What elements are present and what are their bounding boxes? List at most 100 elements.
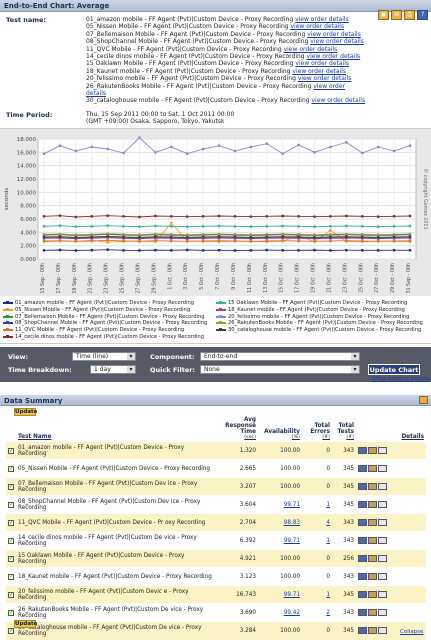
table-icon[interactable] (378, 519, 387, 526)
col-tests[interactable]: Total Tests (#) (337, 423, 354, 440)
errors-cell[interactable]: 1 (302, 495, 332, 514)
table-icon[interactable] (378, 555, 387, 562)
collapse-link[interactable]: Collapse (400, 629, 424, 635)
print-icon[interactable]: ⎙ (404, 10, 415, 20)
table-icon[interactable] (378, 447, 387, 454)
email-icon[interactable]: ✉ (391, 10, 402, 20)
view-order-details-link[interactable]: view order details (307, 30, 361, 38)
edit-icon[interactable] (368, 447, 377, 454)
table-icon[interactable] (378, 627, 387, 635)
view-order-details-link[interactable]: view order details (310, 38, 364, 46)
chart-icon[interactable] (358, 609, 367, 616)
edit-icon[interactable] (368, 537, 377, 544)
chart-icon[interactable] (358, 537, 367, 544)
export-icon[interactable]: ▣ (378, 10, 389, 20)
view-order-details-link[interactable]: view order details (295, 16, 349, 23)
update-button-top[interactable]: Update (14, 408, 38, 416)
series-point (217, 214, 221, 218)
table-icon[interactable] (378, 465, 387, 472)
chart-icon[interactable] (358, 483, 367, 490)
errors-cell[interactable]: 1 (302, 585, 332, 604)
update-chart-button[interactable]: Update Chart (368, 364, 420, 375)
series-point (297, 249, 300, 252)
table-icon[interactable] (378, 501, 387, 508)
test-name-item: 07_Bellemaison Mobile - FF Agent (Pvt)|C… (86, 31, 366, 38)
table-icon[interactable] (378, 573, 387, 580)
col-test-name[interactable]: Test Name (18, 434, 52, 440)
chart-icon[interactable] (358, 501, 367, 508)
row-checkbox[interactable]: ✓ (6, 585, 16, 604)
row-checkbox[interactable]: ✓ (6, 531, 16, 550)
edit-icon[interactable] (368, 465, 377, 472)
edit-icon[interactable] (368, 519, 377, 526)
row-checkbox[interactable]: ✓ (6, 621, 16, 640)
edit-icon[interactable] (368, 609, 377, 616)
response-time-cell: 3.284 (216, 621, 258, 640)
series-point (376, 145, 380, 149)
chart-icon[interactable] (358, 519, 367, 526)
col-availability[interactable]: Availability (%) (264, 429, 300, 440)
view-order-details-link[interactable]: view order details (292, 67, 347, 75)
legend-swatch (216, 321, 226, 325)
col-response-time[interactable]: Avg Response Time (sec) (225, 417, 256, 440)
row-checkbox[interactable]: ✓ (6, 567, 16, 586)
view-order-details-link[interactable]: view order details (290, 23, 345, 31)
row-checkbox[interactable]: ✓ (6, 603, 16, 622)
help-icon[interactable] (419, 396, 428, 404)
chart-icon[interactable] (358, 447, 367, 454)
chart-icon[interactable] (358, 465, 367, 472)
edit-icon[interactable] (368, 627, 377, 635)
availability-cell[interactable]: 99.71 (258, 495, 302, 514)
help-icon[interactable]: ? (417, 10, 428, 20)
table-icon[interactable] (378, 537, 387, 544)
errors-cell[interactable]: 2 (302, 603, 332, 622)
row-checkbox[interactable]: ✓ (6, 477, 16, 496)
chart-area: 0.000 2.000 4.000 6.000 8.000 10.000 12.000 14.… (0, 128, 431, 296)
edit-icon[interactable] (368, 591, 377, 598)
view-order-details-link[interactable]: view order details (297, 75, 352, 83)
table-icon[interactable] (378, 483, 387, 490)
series-point (329, 145, 332, 149)
view-order-details-link[interactable]: view order details (295, 60, 350, 68)
edit-icon[interactable] (368, 483, 377, 490)
row-checkbox[interactable]: ✓ (6, 441, 16, 460)
view-order-details-link[interactable]: view order details (311, 97, 366, 105)
view-select[interactable]: Time (line) (72, 352, 136, 361)
chart-icon[interactable] (358, 591, 367, 598)
errors-cell[interactable]: 1 (302, 531, 332, 550)
row-checkbox[interactable]: ✓ (6, 459, 16, 478)
availability-cell[interactable]: 98.83 (258, 513, 302, 532)
table-icon[interactable] (378, 609, 387, 616)
component-select[interactable]: End-to-end (200, 352, 360, 361)
availability-cell[interactable]: 99.71 (258, 585, 302, 604)
quick-filter-select[interactable]: None (200, 365, 360, 374)
errors-cell[interactable]: 4 (302, 513, 332, 532)
chart-icon[interactable] (358, 555, 367, 562)
errors-cell: 0 (302, 459, 332, 478)
availability-cell[interactable]: 99.71 (258, 531, 302, 550)
series-point (122, 249, 125, 252)
legend-label: 07_Bellemaison Mobile - FF Agent (Pvt)|C… (15, 313, 205, 320)
table-icon[interactable] (378, 591, 387, 598)
edit-icon[interactable] (368, 573, 377, 580)
chart-icon[interactable] (358, 627, 367, 635)
series-point (313, 237, 316, 240)
edit-icon[interactable] (368, 501, 377, 508)
col-errors[interactable]: Total Errors (#) (310, 423, 330, 440)
view-order-details-link[interactable]: view order details (306, 53, 361, 61)
edit-icon[interactable] (368, 555, 377, 562)
series-line (43, 222, 411, 243)
row-checkbox[interactable]: ✓ (6, 513, 16, 532)
availability-cell[interactable]: 99.42 (258, 603, 302, 622)
time-breakdown-select[interactable]: 1 day (90, 365, 136, 374)
series-point (138, 136, 141, 139)
view-order-details-link[interactable]: view order details (283, 45, 338, 53)
row-checkbox[interactable]: ✓ (6, 495, 16, 514)
view-order-details-link[interactable]: view order details (86, 82, 346, 98)
series-point (58, 236, 62, 240)
show-legend-details-link[interactable]: Show Legend Details (372, 376, 430, 382)
series-point (376, 233, 380, 236)
update-button-bottom[interactable]: Update (14, 620, 38, 628)
row-checkbox[interactable]: ✓ (6, 549, 16, 568)
chart-icon[interactable] (358, 573, 367, 580)
